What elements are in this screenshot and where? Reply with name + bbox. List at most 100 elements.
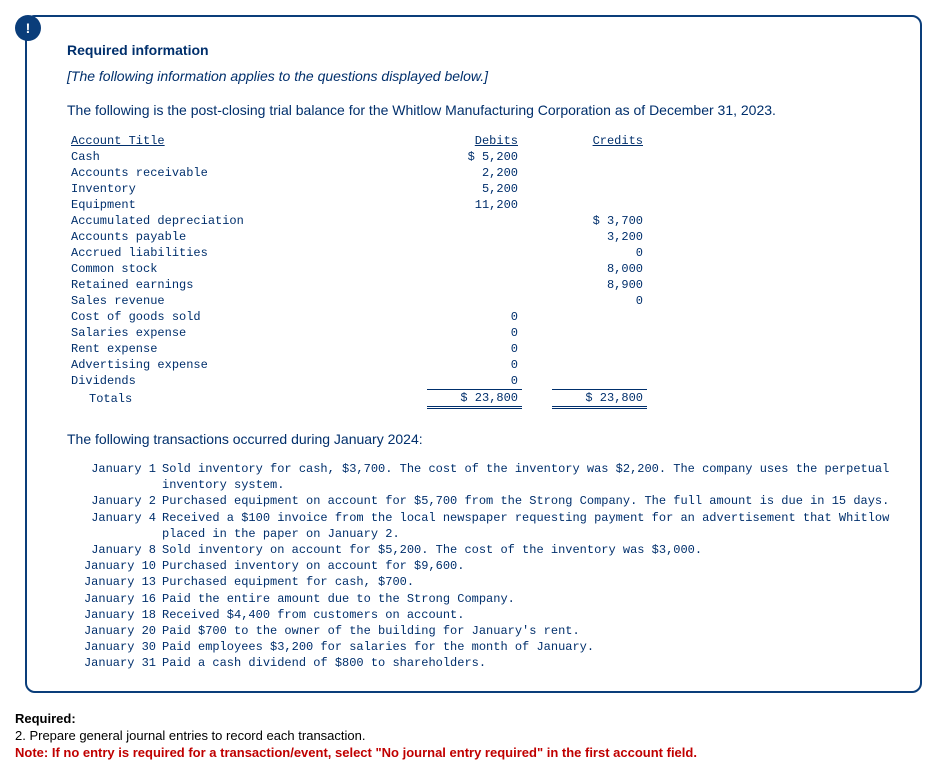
col-header-account: Account Title — [67, 133, 427, 149]
table-row: Advertising expense0 — [67, 357, 647, 373]
transaction-date: January 20 — [77, 623, 162, 639]
note-line: Note: If no entry is required for a tran… — [15, 745, 922, 760]
table-row: Sales revenue0 — [67, 293, 647, 309]
totals-debit: $ 23,800 — [427, 390, 522, 408]
credit-cell: $ 3,700 — [552, 213, 647, 229]
account-title-cell: Inventory — [67, 181, 427, 197]
debit-cell: 0 — [427, 357, 522, 373]
transaction-text: Paid employees $3,200 for salaries for t… — [162, 639, 890, 655]
account-title-cell: Accounts payable — [67, 229, 427, 245]
table-row: Accrued liabilities0 — [67, 245, 647, 261]
table-row: Accounts payable 3,200 — [67, 229, 647, 245]
transaction-text: Paid $700 to the owner of the building f… — [162, 623, 890, 639]
account-title-cell: Retained earnings — [67, 277, 427, 293]
table-row: Common stock 8,000 — [67, 261, 647, 277]
transaction-row: January 8Sold inventory on account for $… — [77, 542, 890, 558]
transaction-text: Purchased equipment on account for $5,70… — [162, 493, 890, 509]
transaction-date: January 2 — [77, 493, 162, 509]
totals-credit: $ 23,800 — [552, 390, 647, 408]
credit-cell — [552, 181, 647, 197]
col-header-credits: Credits — [552, 133, 647, 149]
transaction-row: January 16Paid the entire amount due to … — [77, 591, 890, 607]
transaction-date: January 18 — [77, 607, 162, 623]
transaction-row: January 10Purchased inventory on account… — [77, 558, 890, 574]
account-title-cell: Advertising expense — [67, 357, 427, 373]
transaction-text: Received $4,400 from customers on accoun… — [162, 607, 890, 623]
debit-cell — [427, 213, 522, 229]
transaction-text: Paid a cash dividend of $800 to sharehol… — [162, 655, 890, 671]
account-title-cell: Salaries expense — [67, 325, 427, 341]
transaction-text: Paid the entire amount due to the Strong… — [162, 591, 890, 607]
transaction-row: January 20Paid $700 to the owner of the … — [77, 623, 890, 639]
transaction-date: January 10 — [77, 558, 162, 574]
required-label: Required: — [15, 711, 922, 726]
card-subtitle: [The following information applies to th… — [67, 68, 890, 84]
table-row: Dividends0 — [67, 373, 647, 390]
transaction-date: January 16 — [77, 591, 162, 607]
debit-cell: 2,200 — [427, 165, 522, 181]
transaction-text: Purchased inventory on account for $9,60… — [162, 558, 890, 574]
debit-cell: $ 5,200 — [427, 149, 522, 165]
transaction-date: January 13 — [77, 574, 162, 590]
table-totals-row: Totals $ 23,800 $ 23,800 — [67, 390, 647, 408]
card-title: Required information — [67, 42, 890, 58]
credit-cell: 8,000 — [552, 261, 647, 277]
trial-balance-table: Account Title Debits Credits Cash$ 5,200… — [67, 133, 647, 409]
page-wrapper: ! Required information [The following in… — [5, 15, 922, 760]
transaction-row: January 4Received a $100 invoice from th… — [77, 510, 890, 542]
table-row: Cost of goods sold0 — [67, 309, 647, 325]
debit-cell — [427, 245, 522, 261]
credit-cell — [552, 373, 647, 390]
transaction-date: January 4 — [77, 510, 162, 542]
credit-cell — [552, 165, 647, 181]
transaction-text: Purchased equipment for cash, $700. — [162, 574, 890, 590]
account-title-cell: Accrued liabilities — [67, 245, 427, 261]
transaction-date: January 30 — [77, 639, 162, 655]
table-row: Retained earnings 8,900 — [67, 277, 647, 293]
table-row: Accounts receivable2,200 — [67, 165, 647, 181]
account-title-cell: Accounts receivable — [67, 165, 427, 181]
debit-cell: 0 — [427, 325, 522, 341]
credit-cell — [552, 357, 647, 373]
credit-cell — [552, 341, 647, 357]
transaction-text: Sold inventory on account for $5,200. Th… — [162, 542, 890, 558]
credit-cell — [552, 325, 647, 341]
table-row: Salaries expense0 — [67, 325, 647, 341]
transaction-row: January 1Sold inventory for cash, $3,700… — [77, 461, 890, 493]
totals-label: Totals — [67, 390, 427, 408]
credit-cell — [552, 197, 647, 213]
debit-cell: 0 — [427, 373, 522, 390]
required-line: 2. Prepare general journal entries to re… — [15, 728, 922, 743]
account-title-cell: Dividends — [67, 373, 427, 390]
transactions-intro: The following transactions occurred duri… — [67, 431, 890, 447]
transaction-text: Received a $100 invoice from the local n… — [162, 510, 890, 542]
account-title-cell: Equipment — [67, 197, 427, 213]
account-title-cell: Rent expense — [67, 341, 427, 357]
account-title-cell: Cost of goods sold — [67, 309, 427, 325]
debit-cell: 0 — [427, 309, 522, 325]
info-card: Required information [The following info… — [25, 15, 922, 693]
debit-cell: 0 — [427, 341, 522, 357]
transaction-text: Sold inventory for cash, $3,700. The cos… — [162, 461, 890, 493]
table-row: Inventory5,200 — [67, 181, 647, 197]
transactions-list: January 1Sold inventory for cash, $3,700… — [77, 461, 890, 671]
note-text: Note: If no entry is required for a tran… — [15, 745, 697, 760]
credit-cell: 3,200 — [552, 229, 647, 245]
table-row: Cash$ 5,200 — [67, 149, 647, 165]
info-badge-icon: ! — [15, 15, 41, 41]
transaction-row: January 30Paid employees $3,200 for sala… — [77, 639, 890, 655]
transaction-row: January 31Paid a cash dividend of $800 t… — [77, 655, 890, 671]
table-row: Rent expense0 — [67, 341, 647, 357]
intro-text: The following is the post-closing trial … — [67, 102, 890, 118]
account-title-cell: Common stock — [67, 261, 427, 277]
debit-cell — [427, 293, 522, 309]
transaction-date: January 31 — [77, 655, 162, 671]
account-title-cell: Cash — [67, 149, 427, 165]
col-header-debits: Debits — [427, 133, 522, 149]
credit-cell — [552, 309, 647, 325]
debit-cell: 5,200 — [427, 181, 522, 197]
account-title-cell: Sales revenue — [67, 293, 427, 309]
transaction-row: January 18Received $4,400 from customers… — [77, 607, 890, 623]
debit-cell — [427, 229, 522, 245]
credit-cell: 8,900 — [552, 277, 647, 293]
